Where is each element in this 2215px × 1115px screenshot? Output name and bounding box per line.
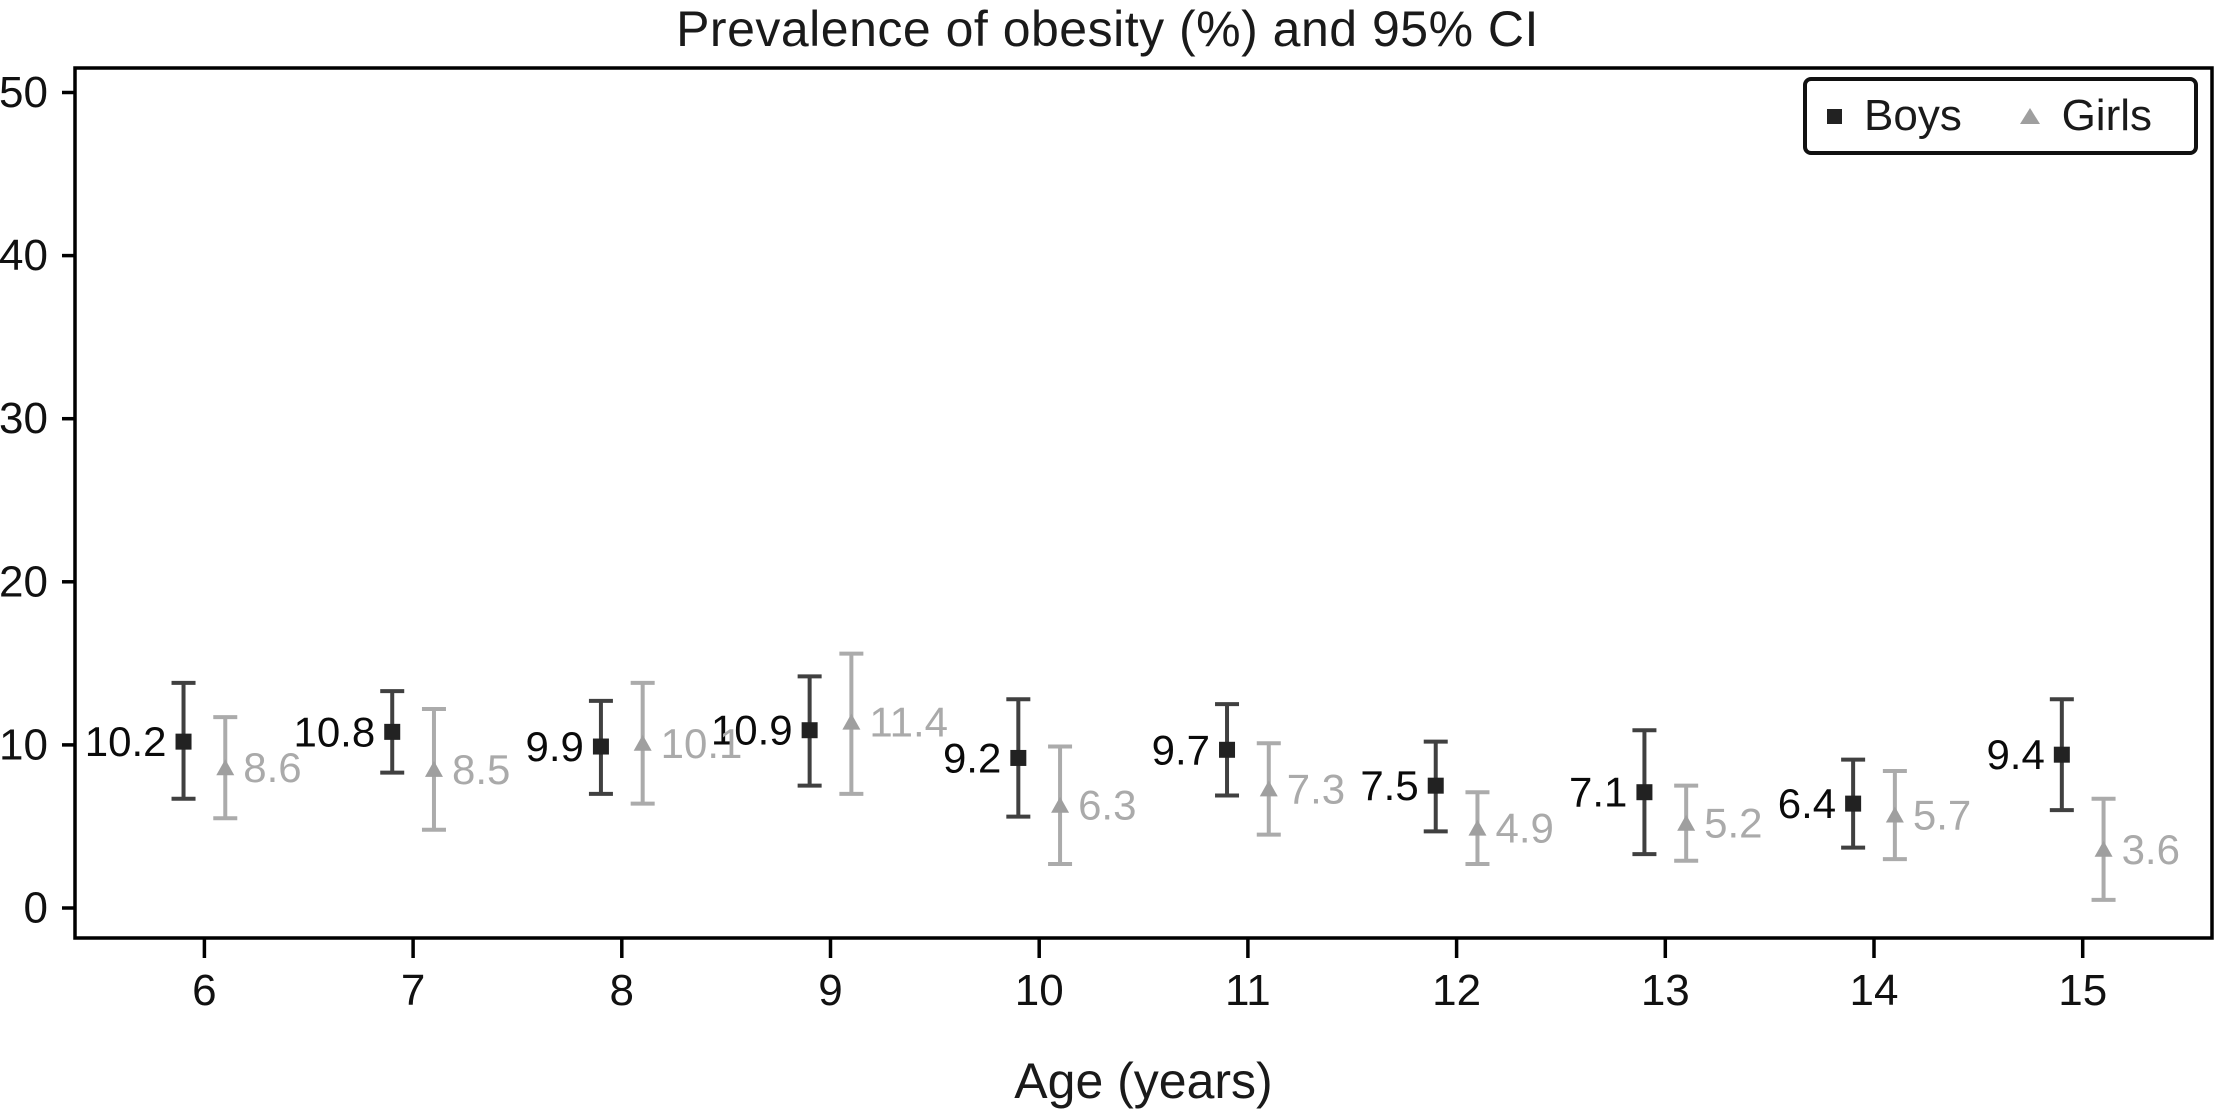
boys-age-14-value-label: 6.4 bbox=[1778, 780, 1836, 827]
girls-age-8-point: 10.1 bbox=[630, 680, 743, 806]
boys-age-9-point: 10.9 bbox=[711, 674, 822, 788]
girls-age-10-triangle-marker-icon bbox=[1051, 796, 1070, 813]
x-tick-label-14: 14 bbox=[1850, 966, 1899, 1015]
boys-age-13-point: 7.1 bbox=[1569, 728, 1657, 857]
boys-age-11-value-label: 9.7 bbox=[1152, 726, 1210, 773]
boys-age-7-value-label: 10.8 bbox=[293, 708, 375, 755]
girls-triangle-marker-icon bbox=[2019, 108, 2040, 124]
boys-age-13-square-marker-icon bbox=[1636, 784, 1653, 801]
plot-border bbox=[73, 66, 2214, 940]
boys-age-7-point: 10.8 bbox=[293, 689, 405, 775]
boys-age-6-point: 10.2 bbox=[85, 680, 196, 801]
legend-label-girls: Girls bbox=[2061, 91, 2152, 140]
x-tick-label-13: 13 bbox=[1641, 966, 1690, 1015]
girls-age-15-point: 3.6 bbox=[2091, 796, 2180, 902]
girls-age-12-triangle-marker-icon bbox=[1468, 819, 1487, 836]
girls-age-15-value-label: 3.6 bbox=[2122, 826, 2180, 873]
girls-age-14-point: 5.7 bbox=[1882, 768, 1971, 862]
y-tick-label-40: 40 bbox=[0, 231, 48, 280]
girls-age-8-triangle-marker-icon bbox=[633, 734, 652, 751]
girls-age-9-triangle-marker-icon bbox=[842, 713, 861, 730]
y-tick-label-20: 20 bbox=[0, 557, 48, 606]
y-tick-label-50: 50 bbox=[0, 68, 48, 117]
chart-title: Prevalence of obesity (%) and 95% CI bbox=[676, 1, 1539, 57]
girls-age-14-triangle-marker-icon bbox=[1885, 806, 1904, 823]
boys-age-12-square-marker-icon bbox=[1427, 777, 1444, 794]
boys-age-10-value-label: 9.2 bbox=[943, 734, 1001, 781]
boys-age-11-point: 9.7 bbox=[1152, 702, 1240, 798]
x-tick-label-12: 12 bbox=[1432, 966, 1481, 1015]
legend-label-boys: Boys bbox=[1864, 91, 1962, 140]
x-tick-label-11: 11 bbox=[1225, 966, 1271, 1015]
y-tick-label-0: 0 bbox=[24, 884, 48, 933]
girls-age-7-triangle-marker-icon bbox=[424, 760, 443, 777]
girls-age-15-triangle-marker-icon bbox=[2094, 840, 2113, 857]
boys-age-15-square-marker-icon bbox=[2053, 746, 2070, 763]
x-axis-title: Age (years) bbox=[1014, 1053, 1273, 1109]
girls-age-13-point: 5.2 bbox=[1674, 783, 1763, 863]
girls-age-12-value-label: 4.9 bbox=[1495, 805, 1553, 852]
girls-age-11-triangle-marker-icon bbox=[1259, 780, 1278, 797]
boys-age-7-square-marker-icon bbox=[384, 723, 401, 740]
boys-age-9-value-label: 10.9 bbox=[711, 707, 793, 754]
legend-item-girls: Girls bbox=[2019, 91, 2152, 141]
boys-age-9-square-marker-icon bbox=[801, 722, 818, 739]
boys-square-marker-icon bbox=[1827, 108, 1842, 124]
boys-age-6-value-label: 10.2 bbox=[85, 718, 167, 765]
girls-age-10-value-label: 6.3 bbox=[1078, 782, 1136, 829]
girls-age-12-point: 4.9 bbox=[1465, 790, 1554, 866]
girls-age-6-triangle-marker-icon bbox=[216, 759, 235, 776]
girls-age-6-value-label: 8.6 bbox=[243, 744, 301, 791]
boys-age-13-value-label: 7.1 bbox=[1569, 769, 1627, 816]
girls-age-7-value-label: 8.5 bbox=[452, 746, 510, 793]
boys-age-12-value-label: 7.5 bbox=[1360, 762, 1418, 809]
x-tick-label-6: 6 bbox=[192, 966, 216, 1015]
girls-age-13-value-label: 5.2 bbox=[1704, 800, 1762, 847]
legend: Boys Girls bbox=[1803, 77, 2198, 155]
girls-age-8-value-label: 10.1 bbox=[661, 720, 743, 767]
boys-age-6-square-marker-icon bbox=[175, 733, 192, 750]
boys-age-8-point: 9.9 bbox=[526, 698, 613, 796]
boys-age-15-point: 9.4 bbox=[1986, 697, 2074, 813]
y-tick-label-30: 30 bbox=[0, 394, 48, 443]
girls-age-14-value-label: 5.7 bbox=[1913, 792, 1971, 839]
girls-age-9-point: 11.4 bbox=[839, 651, 948, 796]
girls-age-11-point: 7.3 bbox=[1256, 741, 1345, 837]
boys-age-8-value-label: 9.9 bbox=[526, 723, 584, 770]
x-tick-label-8: 8 bbox=[610, 966, 634, 1015]
y-tick-label-10: 10 bbox=[0, 720, 48, 769]
boys-age-12-point: 7.5 bbox=[1360, 739, 1448, 834]
girls-age-11-value-label: 7.3 bbox=[1287, 765, 1345, 812]
girls-age-13-triangle-marker-icon bbox=[1677, 814, 1696, 831]
x-tick-label-9: 9 bbox=[818, 966, 842, 1015]
x-tick-label-15: 15 bbox=[2058, 966, 2107, 1015]
boys-age-11-square-marker-icon bbox=[1219, 741, 1236, 758]
legend-item-boys: Boys bbox=[1827, 91, 1962, 141]
girls-age-10-point: 6.3 bbox=[1048, 744, 1136, 866]
boys-age-10-square-marker-icon bbox=[1010, 749, 1027, 766]
boys-age-10-point: 9.2 bbox=[943, 697, 1031, 819]
boys-age-8-square-marker-icon bbox=[592, 738, 609, 755]
boys-age-15-value-label: 9.4 bbox=[1986, 731, 2044, 778]
girls-age-7-point: 8.5 bbox=[421, 707, 510, 832]
x-tick-label-7: 7 bbox=[401, 966, 425, 1015]
boys-age-14-square-marker-icon bbox=[1845, 795, 1862, 812]
girls-age-9-value-label: 11.4 bbox=[869, 699, 948, 746]
girls-age-6-point: 8.6 bbox=[213, 715, 302, 821]
x-tick-label-10: 10 bbox=[1015, 966, 1064, 1015]
boys-age-14-point: 6.4 bbox=[1778, 757, 1866, 850]
